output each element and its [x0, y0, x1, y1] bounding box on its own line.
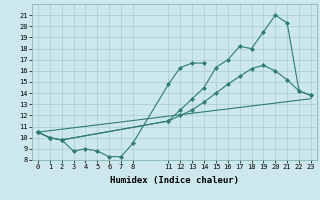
X-axis label: Humidex (Indice chaleur): Humidex (Indice chaleur) [110, 176, 239, 185]
